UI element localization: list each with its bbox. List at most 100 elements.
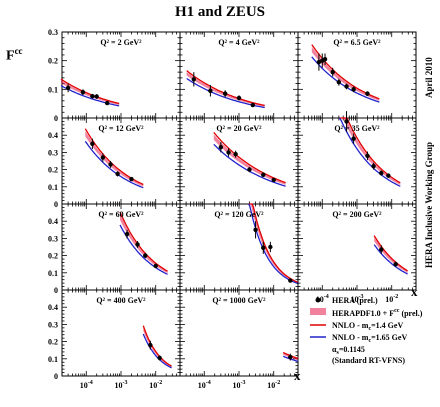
y-tick-label: 0.2: [48, 338, 58, 347]
q2-label: Q² = 1000 GeV²: [212, 296, 266, 305]
nnlo-mc-1.4-curve: [311, 44, 380, 100]
y-tick-label: 0: [54, 372, 58, 381]
y-tick-label: 0.3: [48, 320, 58, 329]
nnlo-mc-1.65-curve: [373, 244, 408, 275]
x-tick-label: 10-4: [198, 380, 211, 390]
data-point: [288, 278, 293, 283]
legend: [310, 297, 326, 338]
y-tick-label: 0.3: [48, 28, 58, 37]
data-point: [386, 173, 391, 178]
data-point: [143, 253, 148, 258]
data-point: [100, 155, 106, 160]
data-point: [365, 153, 370, 159]
data-point: [379, 247, 384, 252]
q2-label: Q² = 12 GeV²: [98, 124, 144, 133]
q2-label: Q² = 200 GeV²: [332, 210, 382, 219]
y-tick-label: 0.2: [48, 57, 58, 66]
data-point: [104, 100, 110, 106]
q2-label: Q² = 6.5 GeV²: [333, 38, 381, 47]
y-tick-label: 0: [54, 114, 58, 123]
data-point: [250, 102, 256, 108]
data-point: [157, 355, 162, 361]
x-tick-label: 10-2: [267, 380, 280, 390]
legend-band-label: HERAPDF1.0 + Fcc (prel.): [332, 308, 423, 318]
data-point: [253, 227, 258, 232]
data-point: [336, 79, 342, 85]
data-point: [330, 69, 335, 75]
nnlo-mc-1.4-curve: [142, 325, 172, 367]
data-point: [108, 162, 113, 167]
data-point: [94, 94, 99, 99]
nnlo-mc-1.65-curve: [60, 85, 120, 107]
legend-band-swatch: [310, 308, 326, 315]
nnlo-mc-1.4-curve: [373, 235, 408, 272]
herapdf-band: [120, 214, 168, 274]
q2-label: Q² = 2 GeV²: [100, 38, 142, 47]
data-point: [124, 231, 130, 237]
data-point: [247, 167, 252, 172]
chart-title: H1 and ZEUS: [174, 4, 266, 20]
nnlo-mc-1.4-curve: [60, 78, 120, 105]
data-point: [351, 136, 356, 141]
nnlo-mc-1.65-curve: [84, 140, 144, 189]
nnlo-mc-1.65-curve: [142, 333, 172, 369]
data-point: [226, 150, 231, 155]
legend-nnlo2-label: NNLO - mc=1.65 GeV: [332, 333, 407, 344]
nnlo-mc-1.4-curve: [248, 203, 299, 283]
data-point: [135, 242, 140, 247]
x-tick-label: 10-3: [115, 380, 128, 390]
data-point: [268, 244, 273, 250]
data-point: [191, 77, 197, 82]
x-tick-label: 10-3: [233, 380, 246, 390]
y-axis-label: Fcc: [6, 46, 23, 64]
y-tick-label: 0.1: [48, 355, 58, 364]
y-tick-label: 0.1: [48, 269, 58, 278]
y-tick-label: 0.3: [48, 234, 58, 243]
q2-label: Q² = 35 GeV²: [334, 124, 380, 133]
y-tick-label: 0.2: [48, 252, 58, 261]
legend-data-label: HERA (prel.): [332, 296, 378, 305]
nnlo-mc-1.4-curve: [84, 128, 144, 186]
y-tick-label: 0.4: [48, 217, 58, 226]
q2-label: Q² = 60 GeV²: [98, 210, 144, 219]
data-point: [153, 263, 158, 269]
data-point: [233, 151, 238, 157]
y-tick-label: 0.2: [48, 166, 58, 175]
herapdf-band: [85, 130, 144, 187]
data-point: [218, 145, 224, 150]
data-point: [322, 57, 328, 62]
panel-11: [179, 289, 299, 377]
data-point: [344, 119, 349, 124]
q2-label: Q² = 20 GeV²: [216, 124, 262, 133]
panel-9: [297, 203, 417, 291]
herapdf-band: [186, 72, 265, 107]
x-tick-label: 10-2: [385, 294, 398, 304]
legend-alpha-label: αs=0.1145: [332, 345, 365, 356]
data-point: [261, 172, 266, 177]
q2-label: Q² = 4 GeV²: [218, 38, 260, 47]
data-point: [288, 354, 293, 360]
data-point: [115, 171, 120, 177]
y-tick-label: 0.3: [48, 148, 58, 157]
nnlo-mc-1.4-curve: [213, 131, 286, 184]
data-point: [208, 88, 213, 93]
legend-nnlo1-label: NNLO - mc=1.4 GeV: [332, 321, 403, 332]
herapdf-band: [213, 134, 286, 185]
herapdf-band: [143, 327, 172, 368]
nnlo-mc-1.65-curve: [119, 224, 168, 275]
data-point: [129, 176, 134, 182]
data-point: [371, 163, 376, 169]
x-tick-label: 10-3: [351, 294, 364, 304]
panel-10: [61, 289, 181, 377]
data-point: [236, 95, 242, 101]
y-tick-label: 0: [54, 200, 58, 209]
q2-label: Q² = 400 GeV²: [96, 296, 146, 305]
y-tick-label: 0.4: [48, 303, 58, 312]
herapdf-band: [248, 204, 298, 284]
y-tick-label: 0.1: [48, 85, 58, 94]
nnlo-mc-1.4-curve: [119, 211, 168, 272]
y-tick-label: 0.4: [48, 131, 58, 140]
data-point: [261, 245, 266, 251]
data-point: [65, 85, 71, 91]
x-tick-label: 10-4: [80, 380, 93, 390]
